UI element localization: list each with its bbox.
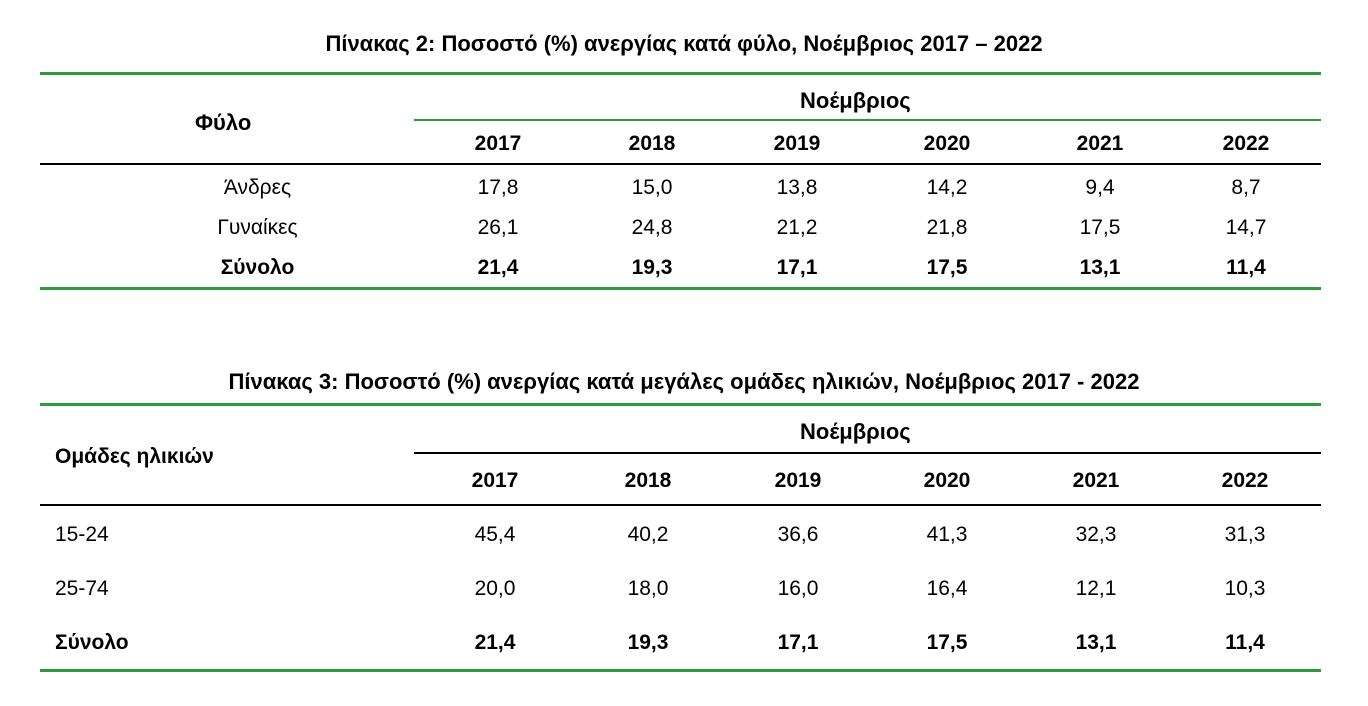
- table3-year-2019: 2019: [774, 469, 822, 492]
- table2-year-2018: 2018: [628, 132, 676, 155]
- table-row-label: Γυναίκες: [217, 216, 298, 239]
- table-row-label: Σύνολο: [55, 631, 129, 654]
- table-cell: 11,4: [1225, 631, 1265, 654]
- table3-group-header: Νοέμβριος: [800, 419, 911, 444]
- table2-year-2021: 2021: [1076, 132, 1124, 155]
- table-cell: 10,3: [1224, 577, 1266, 600]
- table2-year-2020: 2020: [923, 132, 971, 155]
- table2-year-2017: 2017: [474, 132, 522, 155]
- table2: Φύλο Νοέμβριος 2017 2018 2019 2020 2021 …: [40, 72, 1321, 292]
- table3-title: Πίνακας 3: Ποσοστό (%) ανεργίας κατά μεγ…: [228, 369, 1140, 394]
- table2-year-2019: 2019: [773, 132, 821, 155]
- table-row-label: Άνδρες: [223, 176, 292, 199]
- table3-year-2020: 2020: [923, 469, 971, 492]
- table-cell: 13,8: [776, 176, 818, 199]
- table-cell: 12,1: [1075, 577, 1117, 600]
- table-cell: 16,4: [926, 577, 968, 600]
- table-cell: 41,3: [926, 523, 968, 546]
- table-cell: 24,8: [631, 216, 673, 239]
- table3-bottom-rule: [40, 669, 1321, 672]
- table2-group-header: Νοέμβριος: [800, 88, 911, 113]
- table-cell: 21,4: [474, 631, 516, 654]
- table2-header-rule: [40, 163, 1321, 165]
- table-cell: 17,5: [926, 631, 968, 654]
- table-cell: 17,8: [477, 176, 519, 199]
- table3-year-2018: 2018: [624, 469, 672, 492]
- table-cell: 40,2: [627, 523, 669, 546]
- table3-year-2017: 2017: [471, 469, 519, 492]
- table2-row-header: Φύλο: [195, 110, 252, 135]
- table-cell: 13,1: [1079, 256, 1121, 279]
- table-cell: 21,2: [776, 216, 818, 239]
- table3-top-rule: [40, 403, 1321, 406]
- table-cell: 16,0: [777, 577, 819, 600]
- table-cell: 21,8: [926, 216, 968, 239]
- table-cell: 31,3: [1224, 523, 1266, 546]
- table2-year-2022: 2022: [1222, 132, 1270, 155]
- table-cell: 11,4: [1226, 256, 1266, 279]
- table2-title: Πίνακας 2: Ποσοστό (%) ανεργίας κατά φύλ…: [325, 31, 1043, 56]
- table-cell: 21,4: [477, 256, 519, 279]
- table2-top-rule: [40, 72, 1321, 75]
- table-cell: 17,1: [777, 631, 819, 654]
- table-row-label: Σύνολο: [220, 256, 295, 279]
- table-cell: 19,3: [627, 631, 669, 654]
- table-cell: 14,7: [1225, 216, 1267, 239]
- table-cell: 45,4: [474, 523, 516, 546]
- table-cell: 15,0: [631, 176, 673, 199]
- table-row-label: 25-74: [55, 577, 109, 600]
- table-cell: 9,4: [1085, 176, 1115, 199]
- table-cell: 36,6: [777, 523, 819, 546]
- table-cell: 32,3: [1075, 523, 1117, 546]
- table-cell: 26,1: [477, 216, 519, 239]
- table-cell: 19,3: [631, 256, 673, 279]
- table-cell: 14,2: [926, 176, 968, 199]
- table-row-label: 15-24: [55, 523, 109, 546]
- table2-group-rule: [414, 119, 1321, 121]
- table2-bottom-rule: [40, 287, 1321, 290]
- table-cell: 17,5: [926, 256, 968, 279]
- table3-row-header: Ομάδες ηλικιών: [55, 445, 214, 468]
- table-cell: 17,1: [776, 256, 818, 279]
- table-cell: 13,1: [1075, 631, 1117, 654]
- table3-header-rule: [40, 504, 1321, 506]
- table-cell: 18,0: [627, 577, 669, 600]
- table3-year-2022: 2022: [1221, 469, 1269, 492]
- table-cell: 8,7: [1231, 176, 1261, 199]
- table3-group-rule: [414, 452, 1321, 454]
- table3: Ομάδες ηλικιών Νοέμβριος 2017 2018 2019 …: [40, 403, 1321, 678]
- table-cell: 17,5: [1079, 216, 1121, 239]
- table-cell: 20,0: [474, 577, 516, 600]
- table3-year-2021: 2021: [1072, 469, 1120, 492]
